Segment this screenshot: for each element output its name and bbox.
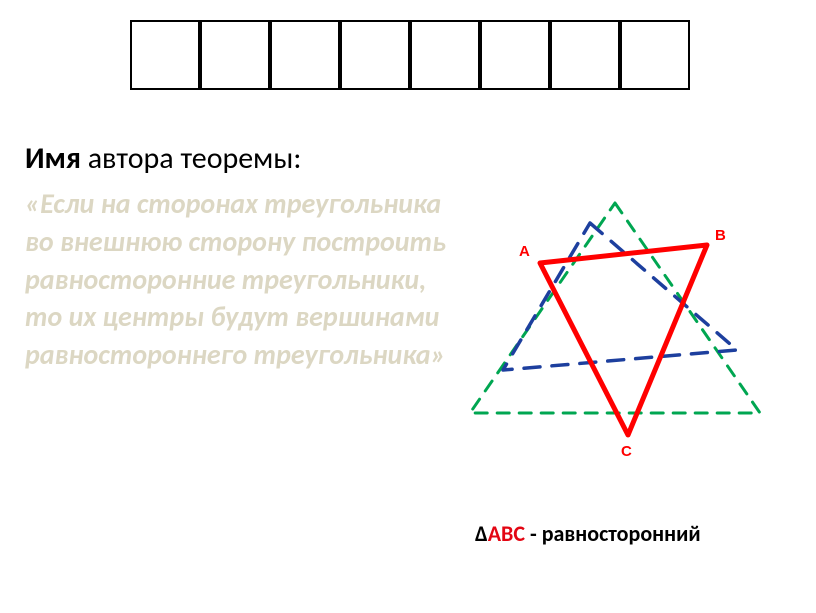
caption: ΔABC - равносторонний <box>475 520 701 547</box>
heading-rest: автора теоремы: <box>81 140 301 177</box>
answer-box <box>550 20 620 90</box>
diagram-svg <box>445 185 785 525</box>
vertex-label-a: A <box>519 243 530 260</box>
answer-box <box>200 20 270 90</box>
heading-bold: Имя <box>25 140 81 177</box>
vertex-label-b: B <box>715 227 726 244</box>
triangle-diagram: A B C <box>445 185 785 525</box>
answer-box <box>130 20 200 90</box>
answer-boxes-row <box>130 20 690 90</box>
answer-box <box>480 20 550 90</box>
vertex-label-c: C <box>621 443 632 460</box>
answer-box <box>340 20 410 90</box>
answer-box <box>620 20 690 90</box>
theorem-quote: «Если на сторонах треугольника во внешню… <box>25 185 455 374</box>
heading: Имя автора теоремы: <box>25 140 301 177</box>
answer-box <box>410 20 480 90</box>
caption-rest: - равносторонний <box>525 520 701 547</box>
caption-abc: ABC <box>488 520 525 547</box>
answer-box <box>270 20 340 90</box>
delta-symbol: Δ <box>475 520 488 547</box>
